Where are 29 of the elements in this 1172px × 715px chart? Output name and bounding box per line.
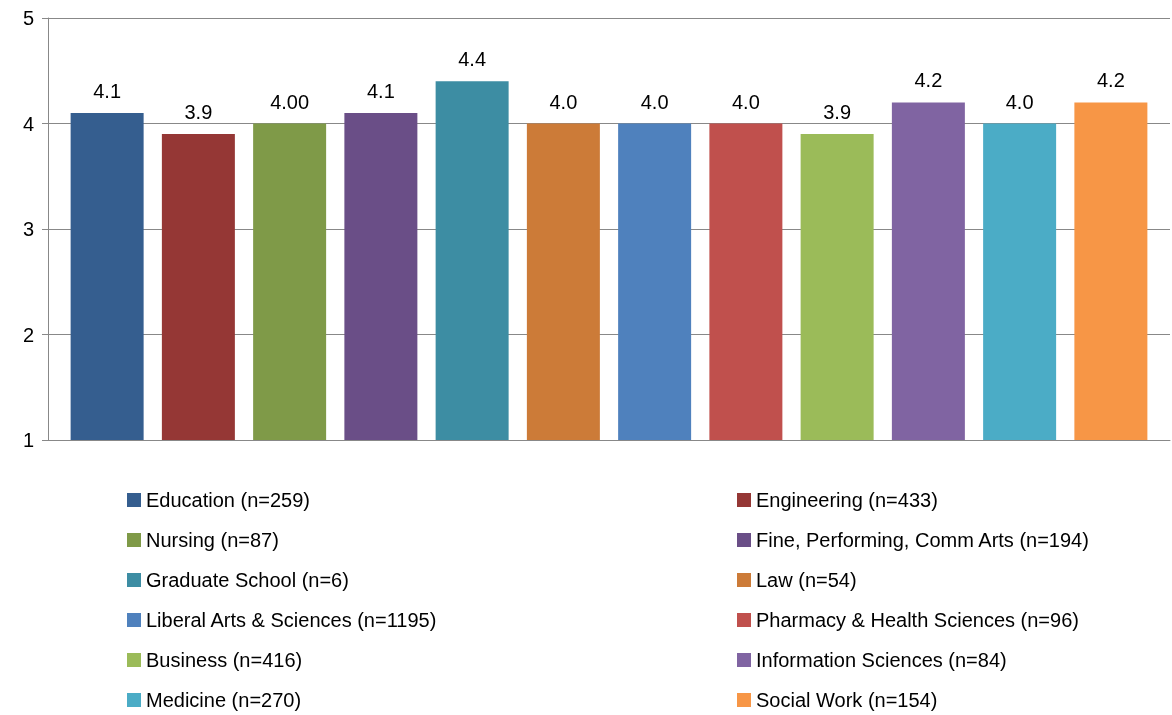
legend-label: Fine, Performing, Comm Arts (n=194) — [756, 529, 1089, 551]
data-label: 4.1 — [93, 79, 122, 102]
legend-label: Medicine (n=270) — [146, 689, 302, 711]
legend-label: Liberal Arts & Sciences (n=1195) — [146, 609, 437, 631]
legend-label: Social Work (n=154) — [756, 689, 938, 711]
y-tick-label: 2 — [22, 323, 34, 346]
data-label: 4.0 — [731, 90, 760, 113]
legend-label: Graduate School (n=6) — [146, 569, 349, 591]
data-label: 4.2 — [914, 69, 943, 92]
data-label: 4.0 — [640, 90, 669, 113]
data-label: 4.00 — [270, 90, 310, 113]
data-label: 4.0 — [549, 90, 578, 113]
legend-label: Education (n=259) — [146, 489, 311, 511]
y-tick-label: 5 — [22, 7, 34, 29]
y-tick-label: 3 — [22, 218, 34, 240]
data-label: 4.4 — [458, 48, 487, 71]
legend-label: Business (n=416) — [146, 649, 303, 671]
legend-label: Information Sciences (n=84) — [756, 649, 1007, 671]
legend-label: Nursing (n=87) — [146, 529, 279, 551]
data-label: 4.2 — [1096, 69, 1125, 92]
legend-label: Law (n=54) — [756, 569, 857, 591]
y-tick-label: 1 — [22, 429, 34, 451]
data-label: 4.0 — [1005, 90, 1034, 113]
legend-label: Engineering (n=433) — [756, 489, 938, 511]
data-label: 4.1 — [366, 79, 395, 102]
data-label: 3.9 — [823, 101, 852, 124]
legend-label: Pharmacy & Health Sciences (n=96) — [756, 609, 1079, 631]
data-label: 3.9 — [184, 101, 213, 124]
y-tick-label: 4 — [22, 112, 34, 135]
